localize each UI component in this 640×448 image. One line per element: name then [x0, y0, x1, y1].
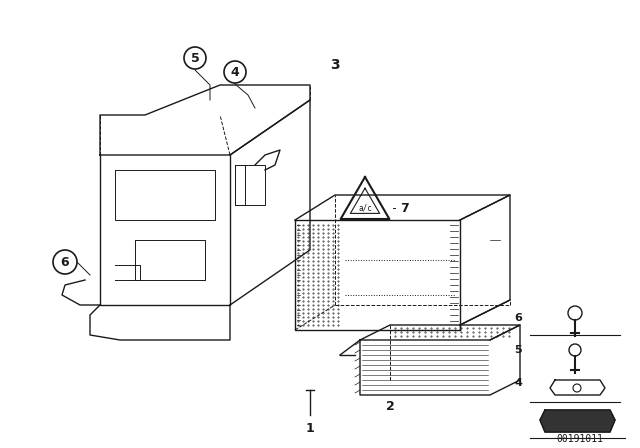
Text: a/c: a/c	[358, 203, 372, 212]
Circle shape	[53, 250, 77, 274]
Text: 2: 2	[386, 400, 394, 413]
Polygon shape	[540, 410, 615, 432]
Text: 4: 4	[230, 65, 239, 78]
Text: 5: 5	[191, 52, 200, 65]
Text: 6: 6	[514, 313, 522, 323]
Text: 00191011: 00191011	[557, 434, 604, 444]
Text: 1: 1	[306, 422, 314, 435]
Text: 7: 7	[400, 202, 409, 215]
Text: 6: 6	[61, 255, 69, 268]
Text: 5: 5	[514, 345, 522, 355]
Text: 3: 3	[330, 58, 340, 72]
Circle shape	[184, 47, 206, 69]
Circle shape	[224, 61, 246, 83]
Text: 4: 4	[514, 378, 522, 388]
